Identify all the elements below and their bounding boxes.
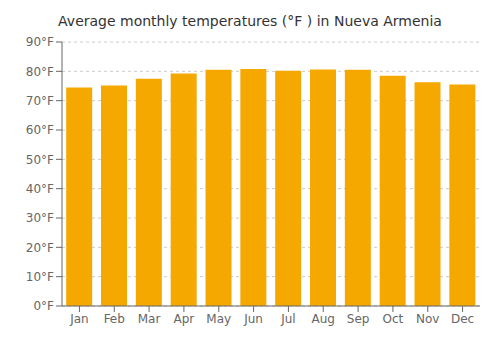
svg-text:10°F: 10°F	[26, 270, 54, 284]
svg-text:70°F: 70°F	[26, 94, 54, 108]
svg-text:Mar: Mar	[138, 312, 161, 326]
svg-text:50°F: 50°F	[26, 153, 54, 167]
svg-text:60°F: 60°F	[26, 123, 54, 137]
svg-text:Sep: Sep	[347, 312, 370, 326]
svg-text:Dec: Dec	[451, 312, 474, 326]
svg-text:Feb: Feb	[104, 312, 125, 326]
svg-text:90°F: 90°F	[26, 35, 54, 49]
svg-text:20°F: 20°F	[26, 241, 54, 255]
svg-text:Apr: Apr	[174, 312, 195, 326]
svg-text:30°F: 30°F	[26, 211, 54, 225]
svg-text:Jan: Jan	[69, 312, 89, 326]
html-text:Average monthly temperatures (: Average monthly temperatures (°F ) in Nu…	[58, 13, 442, 29]
svg-text:Nov: Nov	[416, 312, 439, 326]
svg-text:May: May	[206, 312, 231, 326]
svg-text:Oct: Oct	[383, 312, 404, 326]
svg-text:Jul: Jul	[280, 312, 295, 326]
svg-text:40°F: 40°F	[26, 182, 54, 196]
svg-text:Aug: Aug	[312, 312, 335, 326]
svg-text:Jun: Jun	[243, 312, 263, 326]
svg-text:0°F: 0°F	[33, 299, 54, 313]
svg-text:80°F: 80°F	[26, 65, 54, 79]
